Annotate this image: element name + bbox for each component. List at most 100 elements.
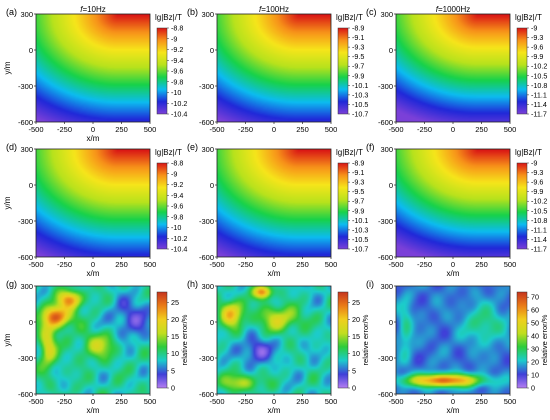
x-tick-label: 0 (272, 397, 276, 406)
y-tick-label: -300 (199, 82, 214, 91)
colorbar-tick-label: -9.8 (171, 212, 183, 221)
y-tick-label: -600 (199, 253, 214, 262)
panel-b: (b) f=100Hz 300 0 -300 -600-500 -250 0 250 500 -8.… (187, 5, 368, 134)
x-tick-label: -500 (388, 397, 403, 406)
colorbar-tick-label: -9.7 (352, 62, 364, 71)
x-tick-label: 500 (325, 397, 338, 406)
colorbar (156, 162, 168, 250)
colorbar-tick-label: 10 (531, 371, 539, 380)
heatmap-image (36, 286, 150, 394)
x-tick-label: 0 (272, 125, 276, 134)
y-tick-label: -300 (18, 217, 33, 226)
x-axis-label: x/m (87, 134, 100, 143)
colorbar (156, 291, 168, 389)
panel-letter: (a) (6, 7, 17, 17)
y-axis-label: y/m (3, 333, 12, 346)
colorbar-tick-label: -10.2 (171, 234, 187, 243)
colorbar-tick-label: 5 (352, 366, 356, 375)
colorbar-tick-label: -9.2 (171, 45, 183, 54)
x-tick-label: 250 (115, 397, 128, 406)
colorbar-label: lg|Bz|/T (336, 13, 363, 22)
colorbar-tick-label: -10.1 (352, 216, 368, 225)
x-tick-label: 250 (475, 397, 488, 406)
colorbar-tick-label: 0 (352, 384, 356, 393)
x-tick-label: 500 (144, 397, 157, 406)
colorbar-tick-label: -10.7 (352, 110, 368, 119)
colorbar-tick-label: -9.6 (171, 67, 183, 76)
colorbar-tick-label: 5 (171, 366, 175, 375)
colorbar-tick-label: -9.1 (352, 33, 364, 42)
colorbar-tick-label: 40 (531, 332, 539, 341)
y-tick-label: -300 (18, 354, 33, 363)
x-tick-label: 250 (475, 260, 488, 269)
colorbar-tick-label: -10.2 (531, 62, 547, 71)
heatmap-image (217, 14, 331, 122)
panel-g: (g) 300 0 -300 -600 y/m -500 -250 0 250 500 x/m 25 20… (3, 279, 189, 415)
y-tick-label: 0 (210, 46, 214, 55)
colorbar-tick-label: -9.3 (352, 178, 364, 187)
colorbar-tick-label: -10.4 (171, 110, 187, 119)
colorbar-tick-label: -9.9 (531, 187, 543, 196)
y-tick-label: 0 (389, 181, 393, 190)
y-tick-label: -600 (18, 118, 33, 127)
y-tick-label: 0 (389, 46, 393, 55)
colorbar-tick-label: -11.4 (531, 100, 547, 109)
colorbar-tick-label: -9 (531, 159, 537, 168)
colorbar-tick-label: -9.2 (171, 180, 183, 189)
x-axis-label: x/m (447, 269, 460, 278)
x-tick-label: -500 (209, 397, 224, 406)
x-axis-label: x/m (87, 269, 100, 278)
x-tick-label: -250 (238, 260, 253, 269)
x-tick-label: -250 (238, 397, 253, 406)
colorbar-label: lg|Bz|/T (155, 148, 182, 157)
x-tick-label: -250 (417, 397, 432, 406)
x-tick-label: 500 (144, 125, 157, 134)
colorbar (337, 162, 349, 250)
colorbar-tick-label: -11.4 (531, 235, 547, 244)
colorbar-tick-label: 25 (171, 298, 179, 307)
x-tick-label: 250 (296, 397, 309, 406)
colorbar-tick-label: -9.3 (531, 33, 543, 42)
colorbar-tick-label: -8.9 (352, 24, 364, 33)
x-tick-label: 250 (296, 125, 309, 134)
colorbar-tick-label: 70 (531, 293, 539, 302)
y-tick-label: -300 (18, 82, 33, 91)
x-axis-label: x/m (447, 406, 460, 415)
panel-title: f=100Hz (259, 5, 289, 14)
x-tick-label: -500 (388, 125, 403, 134)
y-tick-label: -300 (378, 217, 393, 226)
colorbar-tick-label: -10.1 (352, 81, 368, 90)
colorbar-tick-label: -10.5 (531, 71, 547, 80)
colorbar (337, 291, 349, 389)
y-tick-label: -300 (199, 217, 214, 226)
y-tick-label: 300 (380, 10, 393, 19)
y-tick-label: 300 (380, 145, 393, 154)
y-tick-label: 300 (201, 282, 214, 291)
colorbar-tick-label: -10 (171, 223, 181, 232)
panel-title: f=10Hz (80, 5, 106, 14)
colorbar-tick-label: 60 (531, 306, 539, 315)
colorbar-tick-label: 50 (531, 319, 539, 328)
x-tick-label: 0 (91, 397, 95, 406)
colorbar-tick-label: -10.5 (352, 100, 368, 109)
panel-letter: (b) (187, 7, 198, 17)
colorbar-tick-label: 10 (352, 349, 360, 358)
x-tick-label: 500 (504, 125, 517, 134)
colorbar-tick-label: 25 (352, 298, 360, 307)
colorbar (516, 291, 528, 389)
colorbar-tick-label: 30 (531, 345, 539, 354)
x-tick-label: -250 (57, 260, 72, 269)
colorbar-tick-label: -9 (531, 24, 537, 33)
colorbar-tick-label: 10 (171, 349, 179, 358)
panel-d: (d) 300 0 -300 -600 y/m -500 -250 0 250 500 x/m -8.8… (3, 142, 187, 278)
panel-letter: (c) (366, 7, 377, 17)
x-tick-label: 500 (325, 125, 338, 134)
colorbar-tick-label: -9.6 (531, 43, 543, 52)
colorbar-tick-label: -8.9 (352, 159, 364, 168)
y-tick-label: 300 (20, 10, 33, 19)
colorbar-tick-label: -9.8 (171, 77, 183, 86)
colorbar-tick-label: -10.5 (531, 206, 547, 215)
